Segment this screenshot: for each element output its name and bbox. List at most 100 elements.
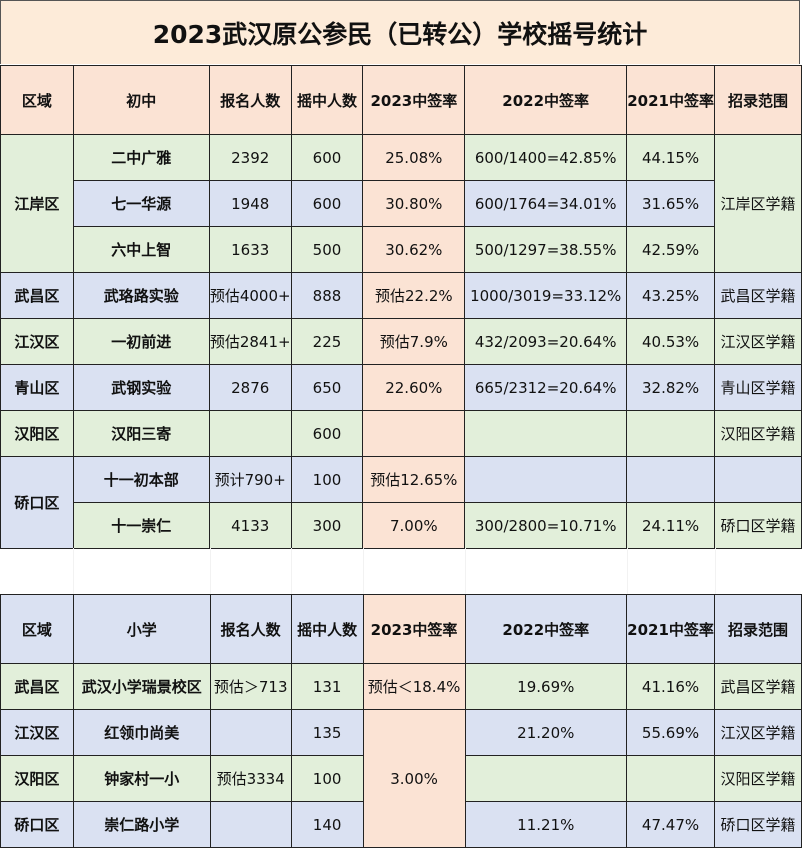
rate-2022-cell: 500/1297=38.55% [464,226,628,273]
rate-2021-cell: 55.69% [626,709,716,756]
school-cell: 十一初本部 [72,456,210,503]
rate-2023-merged-cell: 3.00% [362,709,466,848]
header-applicants: 报名人数 [209,594,292,664]
table-row: 硚口区 崇仁路小学 140 11.21% 47.47% 硚口区学籍 [0,801,802,848]
rate-2023-cell: 7.00% [362,502,466,549]
admitted-cell: 600 [290,180,364,227]
table-row: 江汉区 红领巾尚美 135 3.00% 21.20% 55.69% 江汉区学籍 [0,709,802,848]
admitted-cell: 135 [290,709,364,756]
scope-cell [714,456,802,503]
admitted-cell: 100 [290,456,364,503]
spacer-gridline [465,548,466,594]
scope-cell: 江汉区学籍 [714,709,802,756]
scope-cell: 江岸区学籍 [714,134,802,273]
admitted-cell: 100 [290,755,364,802]
rate-2022-cell: 600/1400=42.85% [464,134,628,181]
district-cell: 江汉区 [0,318,74,365]
district-cell: 汉阳区 [0,755,74,802]
district-cell: 硚口区 [0,456,74,549]
rate-2022-cell: 432/2093=20.64% [464,318,628,365]
admitted-cell: 600 [290,134,364,181]
rate-2023-cell: 25.08% [362,134,466,181]
school-cell: 红领巾尚美 [72,709,211,756]
rate-2023-cell: 30.62% [362,226,466,273]
applicants-cell: 4133 [208,502,292,549]
rate-2021-cell: 32.82% [626,364,716,411]
rate-2022-cell: 21.20% [464,709,628,756]
table-row: 汉阳区 汉阳三寄 600 汉阳区学籍 [0,410,802,457]
rate-2022-cell [464,456,628,503]
district-cell: 汉阳区 [0,410,74,457]
applicants-cell [209,709,292,756]
rate-2022-cell [464,410,628,457]
table-row: 硚口区 十一初本部 预计790+ 100 预估12.65% [0,456,802,549]
header-rate-2022: 2022中签率 [464,594,628,664]
table-row: 武昌区 武珞路实验 预估4000+ 888 预估22.2% 1000/3019=… [0,272,802,319]
school-cell: 武汉小学瑞景校区 [72,663,211,710]
rate-2022-cell: 665/2312=20.64% [464,364,628,411]
table-row: 江岸区 二中广雅 2392 600 25.08% 600/1400=42.85%… [0,134,802,273]
applicants-cell: 预估3334 [209,755,292,802]
table-row: 七一华源 1948 600 30.80% 600/1764=34.01% 31.… [1,180,802,227]
header-school: 初中 [72,65,210,135]
header-rate-2023: 2023中签率 [362,65,466,135]
district-cell: 江汉区 [0,709,74,756]
rate-2023-cell: 预估7.9% [362,318,466,365]
applicants-cell: 1948 [208,180,292,227]
spacer-gridline [73,548,74,594]
applicants-cell: 1633 [208,226,292,273]
admitted-cell: 888 [290,272,364,319]
rate-2023-cell: 预估22.2% [362,272,466,319]
header-rate-2022: 2022中签率 [464,65,628,135]
page-title: 2023武汉原公参民（已转公）学校摇号统计 [0,0,800,64]
applicants-cell [208,410,292,457]
rate-2021-cell [626,456,716,503]
scope-cell: 武昌区学籍 [714,663,802,710]
scope-cell: 青山区学籍 [714,364,802,411]
rate-2023-cell: 预估＜18.4% [362,663,466,710]
school-cell: 十一崇仁 [72,502,210,549]
header-district: 区域 [0,594,74,664]
applicants-cell: 预计790+ [208,456,292,503]
rate-2021-cell: 41.16% [626,663,716,710]
table-header-row: 区域 小学 报名人数 摇中人数 2023中签率 2022中签率 2021中签率 … [0,594,802,664]
spacer-gridline [291,548,292,594]
header-admitted: 摇中人数 [290,65,364,135]
rate-2023-cell: 预估12.65% [362,456,466,503]
header-rate-2021: 2021中签率 [626,65,716,135]
rate-2022-cell: 1000/3019=33.12% [464,272,628,319]
rate-2023-cell [362,410,466,457]
primary-school-table: 区域 小学 报名人数 摇中人数 2023中签率 2022中签率 2021中签率 … [0,594,802,848]
header-school: 小学 [72,594,211,664]
school-cell: 六中上智 [72,226,210,273]
school-cell: 钟家村一小 [72,755,211,802]
district-cell: 江岸区 [0,134,74,273]
rate-2022-cell: 19.69% [464,663,628,710]
district-cell: 青山区 [0,364,74,411]
table-row: 青山区 武钢实验 2876 650 22.60% 665/2312=20.64%… [0,364,802,411]
table-header-row: 区域 初中 报名人数 摇中人数 2023中签率 2022中签率 2021中签率 … [0,65,802,135]
header-rate-2023: 2023中签率 [362,594,466,664]
header-applicants: 报名人数 [208,65,292,135]
rate-2022-cell [464,755,628,802]
rate-2021-cell: 43.25% [626,272,716,319]
applicants-cell: 预估4000+ [208,272,292,319]
rate-2021-cell [626,755,716,802]
school-cell: 一初前进 [72,318,210,365]
admitted-cell: 300 [290,502,364,549]
applicants-cell: 2392 [208,134,292,181]
school-cell: 崇仁路小学 [72,801,211,848]
scope-cell: 汉阳区学籍 [714,410,802,457]
admitted-cell: 500 [290,226,364,273]
header-scope: 招录范围 [714,65,802,135]
rate-2021-cell: 47.47% [626,801,716,848]
header-rate-2021: 2021中签率 [626,594,716,664]
rate-2023-cell: 22.60% [362,364,466,411]
rate-2021-cell: 44.15% [626,134,716,181]
table-row: 六中上智 1633 500 30.62% 500/1297=38.55% 42.… [1,226,802,273]
table-spacer [0,548,800,594]
header-scope: 招录范围 [714,594,802,664]
school-cell: 汉阳三寄 [72,410,210,457]
admitted-cell: 140 [290,801,364,848]
table-row: 十一崇仁 4133 300 7.00% 300/2800=10.71% 24.1… [1,502,802,549]
